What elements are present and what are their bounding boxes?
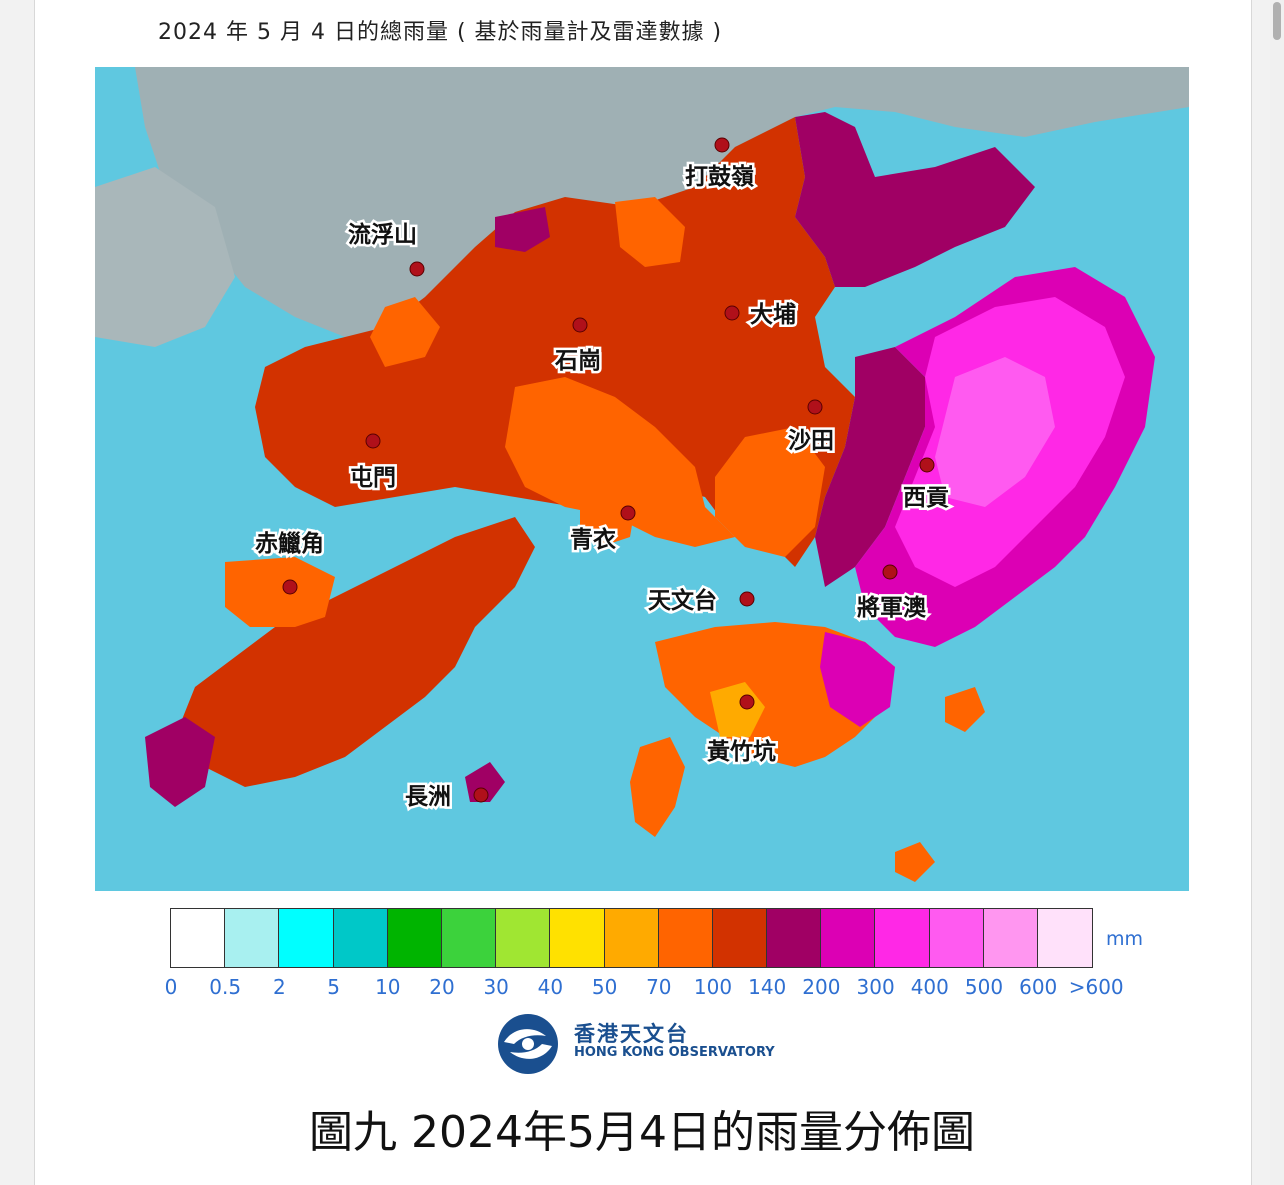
station-chek-lap-kok[interactable] (282, 579, 298, 595)
label-wong-chuk-hang: 黃竹坑 (707, 738, 776, 765)
map-title: 2024 年 5 月 4 日的總雨量 ( 基於雨量計及雷達數據 ) (158, 20, 723, 45)
legend-tick: 0.5 (209, 975, 242, 999)
shenzhen-west (95, 167, 235, 347)
label-shek-kong: 石崗 (554, 347, 601, 374)
rain-zone-140-200-east (815, 347, 925, 587)
rain-zone-400-500 (935, 357, 1055, 507)
station-markers (282, 137, 935, 803)
label-tsim-sha-tsui: 天文台 (648, 587, 717, 614)
legend-swatch (767, 909, 822, 967)
station-ta-kwu-ling[interactable] (714, 137, 730, 153)
station-tai-po[interactable] (724, 305, 740, 321)
legend-swatch (441, 909, 497, 967)
legend-tick: 500 (964, 975, 1004, 999)
station-cheung-chau[interactable] (473, 787, 489, 803)
legend-tick: 140 (748, 975, 787, 999)
legend-swatch (929, 909, 984, 967)
legend-tick: 300 (856, 975, 895, 999)
legend-swatch (333, 909, 388, 967)
legend-swatch (875, 909, 930, 967)
legend-swatch (387, 909, 442, 967)
legend-tick: 5 (327, 975, 340, 999)
rainfall-map: 打鼓嶺 流浮山 大埔 石崗 沙田 屯門 西貢 赤鱲角 青衣 天文台 將軍澳 黃竹… (95, 67, 1189, 891)
legend-swatch (279, 909, 334, 967)
label-tuen-mun: 屯門 (350, 465, 396, 491)
rain-zone-70-100-d (715, 427, 825, 557)
station-tsing-yi[interactable] (620, 505, 636, 521)
legend-tick: 70 (646, 975, 672, 999)
legend-swatch (550, 909, 605, 967)
label-lau-fau-shan: 流浮山 (348, 221, 417, 248)
legend-tick: 0 (164, 975, 178, 999)
station-wong-chuk-hang[interactable] (739, 694, 755, 710)
legend-unit: mm (1106, 928, 1144, 950)
rain-zone-po-toi (895, 842, 935, 882)
scroll-thumb[interactable] (1273, 2, 1281, 40)
station-sai-kung[interactable] (919, 457, 935, 473)
label-cheung-chau: 長洲 (405, 784, 451, 810)
station-shek-kong[interactable] (572, 317, 588, 333)
legend-swatch (658, 909, 713, 967)
rain-zone-hk-island-east (820, 632, 895, 727)
legend-tick: 30 (483, 975, 509, 999)
station-tsim-sha-tsui[interactable] (739, 591, 755, 607)
rain-zone-70-100-a (615, 197, 685, 267)
legend-tick: 20 (429, 975, 455, 999)
legend-tick: 40 (537, 975, 564, 999)
figure-caption: 圖九 2024年5月4日的雨量分佈圖 (309, 1107, 975, 1158)
legend-swatch (604, 909, 659, 967)
hko-name-chinese: 香港天文台 (574, 1022, 689, 1046)
legend-swatch (225, 909, 280, 967)
scrollbar[interactable] (1270, 0, 1284, 1185)
legend-swatch (712, 909, 768, 967)
legend-tick: 2 (273, 975, 286, 999)
legend-tick-labels: 0 0.5 2 5 10 20 30 40 50 70 100 140 200 300 400 500 600 >… (0, 975, 1284, 1003)
legend-swatch (171, 909, 226, 967)
rain-zone-lantau (175, 517, 535, 787)
station-sha-tin[interactable] (807, 399, 823, 415)
station-tuen-mun[interactable] (365, 433, 381, 449)
rain-zone-lamma (630, 737, 685, 837)
rain-zone-140-200-west (495, 207, 550, 252)
rain-zone-chek-lap-kok (225, 557, 335, 627)
legend-tick: 200 (802, 975, 841, 999)
legend-tick: 100 (693, 975, 733, 999)
label-tsing-yi: 青衣 (570, 526, 616, 553)
rain-zone-140-200-ne (795, 112, 1035, 287)
station-tseung-kwan-o[interactable] (882, 564, 898, 580)
rain-zone-small-island (945, 687, 985, 732)
legend-color-bar (170, 908, 1094, 968)
label-chek-lap-kok: 赤鱲角 (255, 530, 324, 557)
legend-tick: 10 (375, 975, 401, 999)
rain-zone-lantau-west (145, 717, 215, 807)
label-ta-kwu-ling: 打鼓嶺 (685, 163, 754, 190)
hko-emblem-icon (498, 1014, 558, 1074)
rain-zone-wong-chuk-hang (710, 682, 765, 737)
legend-tick: >600 (1068, 975, 1124, 999)
rain-zone-100-140 (255, 117, 855, 567)
legend-swatch (821, 909, 876, 967)
rain-zone-70-100-c (505, 377, 735, 547)
label-tseung-kwan-o: 將軍澳 (857, 595, 927, 621)
legend-swatch (983, 909, 1038, 967)
legend-tick: 600 (1019, 975, 1058, 999)
rain-zone-70-100-b (370, 297, 440, 367)
legend-tick: 400 (910, 975, 949, 999)
station-lau-fau-shan[interactable] (409, 261, 425, 277)
legend-tick: 50 (591, 975, 618, 999)
label-sai-kung: 西貢 (903, 485, 949, 511)
label-tai-po: 大埔 (750, 301, 796, 328)
legend-swatch (1038, 909, 1093, 967)
label-sha-tin: 沙田 (788, 428, 834, 454)
rain-zone-tsing-yi (580, 487, 635, 547)
shenzhen-land (135, 67, 1189, 337)
hko-name-english: HONG KONG OBSERVATORY (574, 1045, 775, 1060)
legend-swatch (496, 909, 551, 967)
